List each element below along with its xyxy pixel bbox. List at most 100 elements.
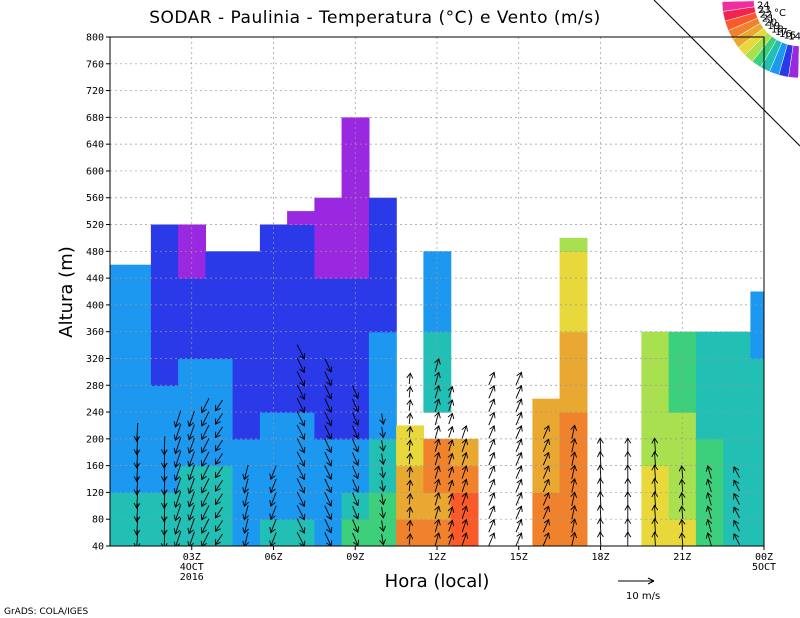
wind-arrow bbox=[461, 451, 469, 466]
wind-arrow bbox=[187, 424, 195, 441]
y-tick-label: 760 bbox=[86, 59, 104, 70]
wind-arrow bbox=[379, 480, 386, 492]
y-axis: 40 80 120 160 200 240 280 320 360 400 440 480 520 560… bbox=[86, 33, 110, 553]
wind-arrow bbox=[570, 451, 578, 466]
wind-arrow bbox=[515, 411, 523, 426]
wind-arrow bbox=[296, 464, 306, 481]
wind-arrow bbox=[214, 399, 223, 412]
temp-cell bbox=[205, 465, 234, 493]
wind-arrow bbox=[733, 479, 740, 492]
wind-arrow bbox=[187, 451, 195, 468]
y-tick-label: 400 bbox=[86, 300, 104, 311]
colorbar-diagonal bbox=[653, 0, 800, 147]
wind-arrow bbox=[515, 398, 523, 412]
temp-cell bbox=[287, 331, 315, 360]
temp-cell bbox=[559, 304, 588, 333]
temp-cell bbox=[123, 264, 152, 279]
temp-cell bbox=[232, 438, 261, 467]
temp-cell bbox=[723, 358, 751, 386]
x-tick-label: 18Z bbox=[591, 552, 609, 563]
wind-arrow bbox=[214, 466, 223, 479]
temp-cell bbox=[232, 304, 261, 333]
wind-arrow bbox=[406, 452, 414, 465]
wind-arrow bbox=[173, 464, 182, 482]
temp-cell bbox=[668, 412, 697, 440]
wind-arrow bbox=[296, 411, 306, 427]
temp-cell bbox=[750, 385, 764, 413]
wind-arrow bbox=[515, 505, 523, 519]
wind-arrow bbox=[379, 413, 386, 425]
wind-arrow bbox=[187, 518, 195, 535]
wind-arrow bbox=[242, 491, 249, 508]
wind-arrow bbox=[200, 397, 210, 414]
wind-arrow bbox=[352, 385, 360, 400]
wind-arrow bbox=[570, 518, 578, 533]
wind-arrow bbox=[434, 518, 441, 533]
colorbar-label: 14 bbox=[788, 32, 800, 43]
wind-arrow bbox=[624, 450, 632, 467]
wind-arrow bbox=[461, 424, 469, 439]
temp-cell bbox=[123, 304, 152, 333]
wind-arrow bbox=[597, 437, 604, 453]
y-tick-label: 40 bbox=[92, 542, 104, 553]
wind-arrow bbox=[705, 505, 713, 519]
wind-arrow bbox=[406, 492, 414, 505]
wind-arrow bbox=[597, 491, 604, 507]
y-tick-label: 440 bbox=[86, 274, 104, 285]
wind-arrow bbox=[542, 532, 550, 546]
temp-cell bbox=[559, 278, 588, 306]
temp-cell bbox=[232, 251, 261, 279]
wind-arrow bbox=[324, 398, 333, 413]
temp-cell bbox=[314, 519, 343, 546]
temp-cell bbox=[641, 358, 670, 386]
wind-arrow bbox=[324, 425, 333, 440]
wind-arrow bbox=[242, 478, 249, 494]
temp-cell bbox=[532, 465, 561, 493]
temp-cell bbox=[287, 412, 315, 440]
wind-arrow bbox=[447, 519, 455, 532]
wind-arrow bbox=[515, 371, 523, 386]
wind-arrow bbox=[296, 384, 306, 400]
x-tick-label: 00Z bbox=[755, 552, 773, 563]
temp-cell bbox=[205, 251, 234, 279]
y-tick-label: 600 bbox=[86, 166, 104, 177]
temp-cell bbox=[110, 492, 125, 520]
wind-arrow bbox=[651, 437, 659, 453]
wind-arrow bbox=[352, 412, 360, 426]
wind-arrow bbox=[173, 531, 182, 546]
temp-cell bbox=[110, 278, 125, 306]
wind-arrow bbox=[379, 533, 386, 546]
temp-cell bbox=[750, 492, 764, 520]
chart-title: SODAR - Paulinia - Temperatura (°C) e Ve… bbox=[149, 8, 601, 28]
temp-cell bbox=[287, 211, 315, 226]
temp-cell bbox=[750, 304, 764, 333]
wind-arrow bbox=[624, 464, 632, 480]
temp-cell bbox=[532, 398, 561, 413]
temp-cell bbox=[532, 438, 561, 467]
wind-arrow bbox=[488, 424, 496, 439]
wind-arrow bbox=[296, 438, 306, 454]
wind-arrow bbox=[406, 372, 414, 385]
wind-arrow bbox=[133, 423, 141, 442]
temp-cell bbox=[123, 385, 152, 413]
wind-arrow bbox=[488, 411, 496, 426]
x-tick-label: 12Z bbox=[428, 552, 446, 563]
temp-cell bbox=[287, 438, 315, 467]
wind-arrow bbox=[434, 478, 441, 493]
wind-arrow bbox=[406, 519, 414, 532]
wind-arrow bbox=[352, 506, 360, 520]
wind-arrow bbox=[406, 479, 414, 492]
y-tick-label: 480 bbox=[86, 247, 104, 258]
temp-cell bbox=[314, 197, 343, 226]
wind-arrow bbox=[542, 438, 550, 452]
temp-cell bbox=[232, 358, 261, 386]
wind-arrow bbox=[733, 466, 740, 478]
wind-arrow bbox=[352, 519, 360, 534]
wind-arrow bbox=[624, 477, 632, 493]
wind-arrow bbox=[434, 384, 441, 399]
wind-arrow bbox=[447, 399, 455, 411]
temp-cell bbox=[314, 438, 343, 467]
temp-cell bbox=[150, 385, 179, 413]
